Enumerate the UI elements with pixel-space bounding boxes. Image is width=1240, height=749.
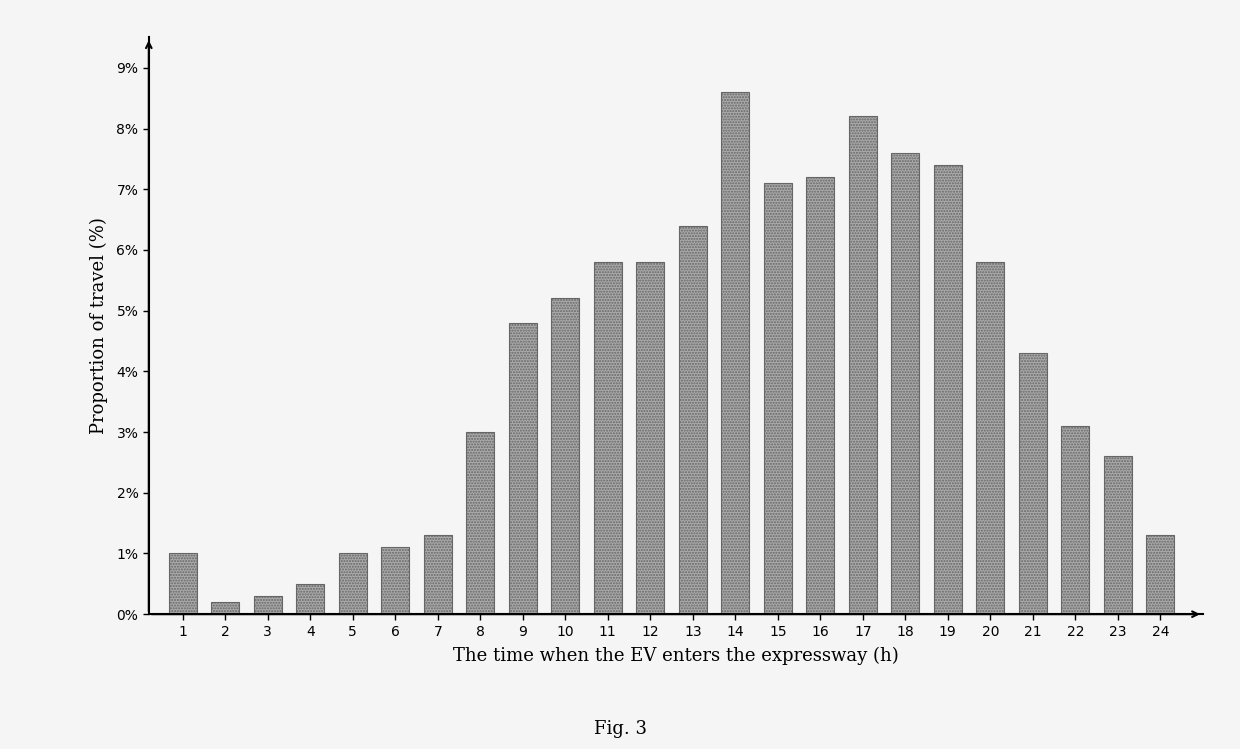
- Bar: [339, 554, 367, 614]
- Bar: [424, 536, 451, 614]
- Bar: [680, 225, 707, 614]
- Bar: [892, 153, 919, 614]
- Bar: [466, 432, 494, 614]
- Bar: [1019, 353, 1047, 614]
- Bar: [1061, 426, 1089, 614]
- Bar: [1147, 536, 1174, 614]
- Bar: [212, 602, 239, 614]
- Text: Fig. 3: Fig. 3: [594, 720, 646, 738]
- Bar: [1104, 456, 1132, 614]
- Bar: [169, 554, 197, 614]
- Bar: [382, 548, 409, 614]
- Bar: [934, 165, 961, 614]
- Bar: [806, 177, 835, 614]
- X-axis label: The time when the EV enters the expressway (h): The time when the EV enters the expressw…: [453, 647, 899, 665]
- Bar: [296, 583, 324, 614]
- Bar: [636, 262, 665, 614]
- Y-axis label: Proportion of travel (%): Proportion of travel (%): [89, 217, 108, 434]
- Bar: [722, 92, 749, 614]
- Bar: [976, 262, 1004, 614]
- Bar: [552, 299, 579, 614]
- Bar: [849, 116, 877, 614]
- Bar: [764, 184, 791, 614]
- Bar: [254, 596, 281, 614]
- Bar: [508, 323, 537, 614]
- Bar: [594, 262, 621, 614]
